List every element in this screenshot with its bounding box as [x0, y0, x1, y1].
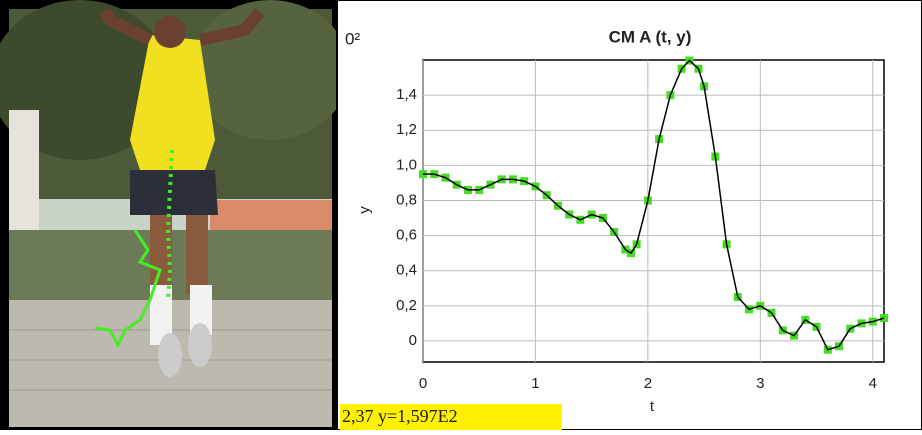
y-axis-label: y	[356, 206, 373, 214]
y-tick-label: 1,2	[396, 121, 417, 138]
y-multiplier: 0²	[345, 29, 360, 48]
photo	[0, 0, 350, 430]
x-tick-label: 0	[419, 375, 427, 392]
plot-area	[423, 60, 884, 362]
screenshot: CM A (t, y) 0² t y 2,37 y=1,597E2 00,20,…	[0, 0, 922, 430]
y-tick-label: 0,8	[396, 191, 417, 208]
y-tick-label: 0,6	[396, 227, 417, 244]
x-tick-label: 1	[531, 375, 539, 392]
x-tick-label: 2	[644, 375, 652, 392]
x-tick-label: 3	[756, 375, 764, 392]
chart-title: CM A (t, y)	[609, 27, 692, 46]
y-tick-label: 0	[409, 332, 417, 349]
y-tick-label: 1,4	[396, 86, 417, 103]
y-tick-label: 0,2	[396, 297, 417, 314]
y-tick-label: 1,0	[396, 156, 417, 173]
y-tick-label: 0,4	[396, 262, 417, 279]
status-text: 2,37 y=1,597E2	[342, 406, 458, 426]
x-tick-label: 4	[869, 375, 877, 392]
